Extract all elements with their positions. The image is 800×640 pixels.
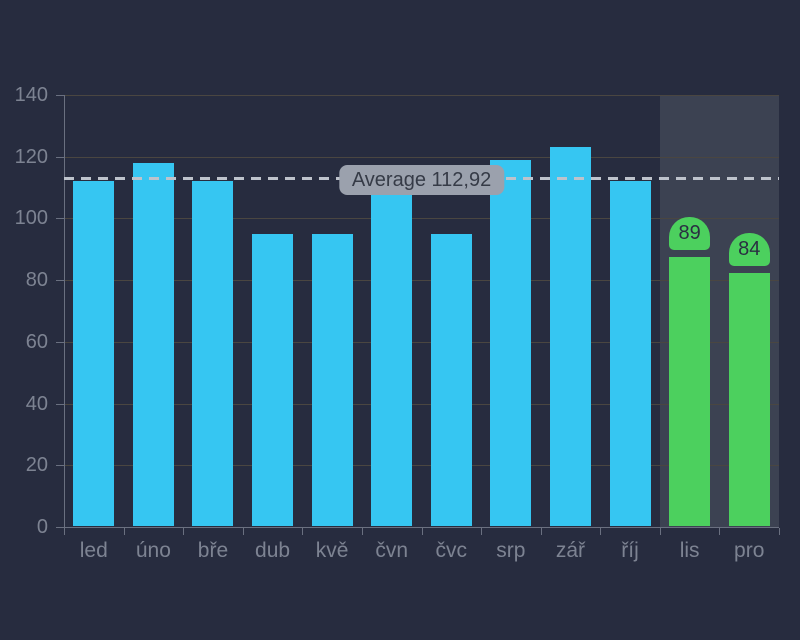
y-axis-label: 0 [36,516,48,538]
x-axis-tick [64,528,65,535]
y-axis-tick [56,156,64,158]
y-axis-tick [56,95,64,96]
x-axis-label: bře [197,539,229,562]
y-axis-tick [56,280,64,282]
x-axis-label: úno [135,539,171,562]
bar-value-label: 89 [669,217,711,251]
x-axis-line [64,527,779,528]
x-axis-label: dub [255,539,291,562]
x-axis-tick [302,528,304,535]
y-axis-tick [56,465,64,467]
y-gridline [64,403,779,405]
average-annotation-label: Average 112,92 [338,164,505,195]
x-axis-label: led [79,539,108,562]
bar-zář[interactable] [549,147,591,526]
y-axis-tick [56,218,64,220]
y-axis-label: 120 [14,145,48,168]
y-gridline [64,156,779,158]
y-gridline [64,341,779,343]
bar-říj[interactable] [609,181,651,526]
x-axis-tick [481,528,483,535]
y-axis-label: 140 [14,84,48,106]
y-axis-label: 20 [25,454,48,477]
y-axis-label: 40 [25,392,48,415]
y-axis-label: 100 [14,207,48,230]
bar-čvc[interactable] [430,233,472,526]
x-axis-tick [659,528,661,535]
x-axis-label: čvn [375,539,409,562]
bar-čvn[interactable] [371,193,413,526]
x-axis-label: kvě [315,539,349,562]
x-axis-tick [540,528,542,535]
y-axis-label: 60 [25,330,48,353]
y-gridline [64,465,779,467]
x-axis-tick [183,528,185,535]
x-axis-tick [779,528,780,535]
x-axis-label: srp [496,539,526,562]
bar-value-label: 84 [728,232,770,266]
bar-led[interactable] [73,181,115,526]
x-axis-label: pro [734,539,765,562]
x-axis-label: čvc [435,539,468,562]
bar-bře[interactable] [192,181,234,526]
x-axis-tick [242,528,244,535]
y-axis-tick [56,527,64,528]
x-axis-tick [421,528,423,535]
y-axis-line [64,95,65,534]
x-axis-tick [719,528,721,535]
y-gridline [64,280,779,282]
y-axis-label: 80 [25,269,48,292]
x-axis-tick [361,528,363,535]
x-axis-label: zář [555,539,586,562]
bar-srp[interactable] [490,159,532,526]
y-gridline [64,95,779,96]
y-axis-tick [56,403,64,405]
x-axis-label: lis [679,539,700,562]
x-axis-tick [123,528,125,535]
bar-kvě[interactable] [311,233,353,526]
bar-dub[interactable] [252,233,294,526]
y-axis-tick [56,341,64,343]
bar-pro[interactable] [728,272,770,526]
x-axis-tick [600,528,602,535]
bar-úno[interactable] [132,162,174,526]
x-axis-label: říj [621,539,639,562]
bar-lis[interactable] [669,257,711,526]
y-gridline [64,218,779,220]
